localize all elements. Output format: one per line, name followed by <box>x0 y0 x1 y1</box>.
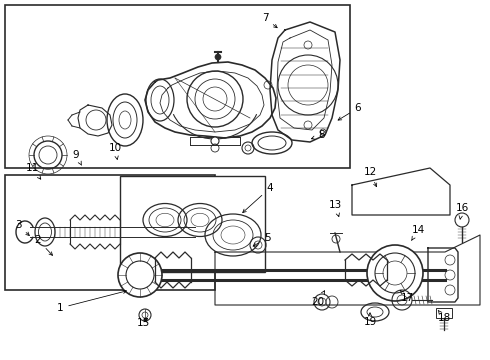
Text: 10: 10 <box>108 143 122 159</box>
Text: 20: 20 <box>312 291 324 307</box>
Text: 8: 8 <box>312 130 325 140</box>
Text: 18: 18 <box>438 310 451 323</box>
Circle shape <box>126 261 154 289</box>
Text: 12: 12 <box>364 167 377 187</box>
Text: 3: 3 <box>15 220 29 235</box>
Circle shape <box>211 137 219 145</box>
Text: 19: 19 <box>364 313 377 327</box>
Text: 13: 13 <box>328 200 342 217</box>
Text: 4: 4 <box>243 183 273 212</box>
Text: 5: 5 <box>253 233 270 246</box>
Text: 11: 11 <box>25 163 41 179</box>
Text: 9: 9 <box>73 150 81 165</box>
Circle shape <box>118 253 162 297</box>
Circle shape <box>367 245 423 301</box>
Circle shape <box>375 253 415 293</box>
Text: 14: 14 <box>412 225 425 240</box>
Text: 1: 1 <box>57 290 126 313</box>
FancyBboxPatch shape <box>5 5 350 168</box>
Text: 6: 6 <box>338 103 361 120</box>
FancyBboxPatch shape <box>120 176 265 272</box>
Circle shape <box>215 54 221 60</box>
FancyBboxPatch shape <box>5 175 215 290</box>
Text: 15: 15 <box>136 318 149 328</box>
Text: 16: 16 <box>455 203 468 219</box>
Circle shape <box>383 261 407 285</box>
Text: 2: 2 <box>35 235 52 255</box>
Text: 7: 7 <box>262 13 277 28</box>
Text: 17: 17 <box>400 290 414 303</box>
